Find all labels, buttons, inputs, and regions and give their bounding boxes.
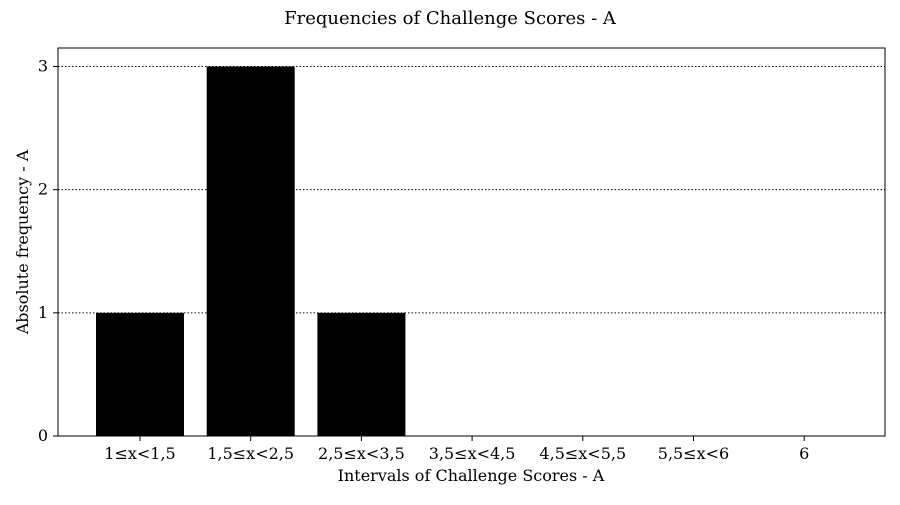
- y-tick-label: 2: [38, 180, 48, 199]
- plot-frame: [57, 47, 886, 437]
- bar: [317, 312, 406, 436]
- y-axis-ticks: 0 1 2 3: [38, 56, 58, 445]
- y-tick-label: 0: [38, 426, 48, 445]
- x-tick-label: 4,5≤x<5,5: [539, 444, 626, 463]
- gridlines: [58, 65, 885, 314]
- y-axis-label: Absolute frequency - A: [13, 149, 32, 335]
- x-tick-label: 2,5≤x<3,5: [318, 444, 405, 463]
- y-tick-label: 1: [38, 303, 48, 322]
- y-tick-label: 3: [38, 56, 48, 75]
- x-tick-label: 6: [799, 444, 809, 463]
- x-tick-label: 3,5≤x<4,5: [429, 444, 516, 463]
- x-axis-ticks: 1≤x<1,5 1,5≤x<2,5 2,5≤x<3,5 3,5≤x<4,5 4,5≤x<…: [104, 436, 809, 463]
- x-tick-label: 5,5≤x<6: [658, 444, 729, 463]
- bar: [96, 312, 184, 436]
- x-tick-label: 1,5≤x<2,5: [207, 444, 294, 463]
- chart-title: Frequencies of Challenge Scores - A: [284, 8, 617, 29]
- x-tick-label: 1≤x<1,5: [104, 444, 175, 463]
- x-axis-label: Intervals of Challenge Scores - A: [338, 466, 605, 485]
- bars: [96, 66, 406, 436]
- bar: [206, 66, 295, 436]
